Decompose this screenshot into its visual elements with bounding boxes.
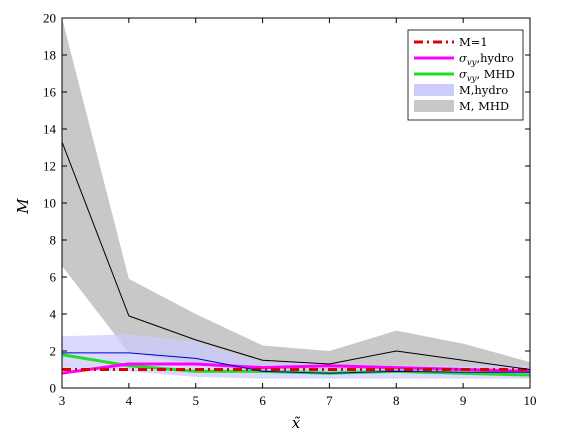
legend-label-sub-2: vy <box>467 74 477 84</box>
y-tick-label-3: 6 <box>50 270 57 285</box>
y-tick-label-8: 16 <box>43 85 57 100</box>
x-tick-label-5: 8 <box>393 393 400 408</box>
x-tick-label-6: 9 <box>460 393 467 408</box>
legend-label-rest-2: , MHD <box>476 67 514 81</box>
y-axis-label: M <box>14 198 32 215</box>
x-tick-label-7: 10 <box>524 393 537 408</box>
legend-label-main-4: M, MHD <box>459 99 509 113</box>
legend-label-1: σvy,hydro <box>459 51 514 68</box>
y-tick-label-4: 8 <box>50 233 57 248</box>
series-line-1 <box>61 362 531 375</box>
x-tick-label-1: 4 <box>126 393 133 408</box>
y-tick-label-9: 18 <box>43 48 56 63</box>
legend-label-sub-1: vy <box>467 58 477 68</box>
legend-swatch-4 <box>414 100 454 112</box>
x-tick-label-2: 5 <box>192 393 199 408</box>
legend-label-3: M,hydro <box>459 83 508 97</box>
legend-label-4: M, MHD <box>459 99 509 113</box>
legend-label-rest-1: ,hydro <box>476 51 513 65</box>
x-axis-label: x̃ <box>292 414 301 432</box>
y-tick-label-0: 0 <box>50 381 57 396</box>
legend-swatch-3 <box>414 84 454 96</box>
y-tick-label-5: 10 <box>43 196 56 211</box>
y-tick-label-7: 14 <box>43 122 57 137</box>
y-tick-label-2: 4 <box>50 307 57 322</box>
ticks-layer: 3 4 5 6 7 8 9 10 0 2 4 6 8 10 12 14 16 18 20 <box>43 11 537 409</box>
x-tick-label-4: 7 <box>326 393 333 408</box>
y-tick-label-10: 20 <box>43 11 56 26</box>
legend-label-main-3: M,hydro <box>459 83 508 97</box>
x-tick-label-3: 6 <box>259 393 266 408</box>
legend-label-0: M=1 <box>459 35 488 49</box>
y-tick-label-1: 2 <box>50 344 57 359</box>
series-line-4 <box>61 141 531 370</box>
series-line-3 <box>62 352 530 374</box>
legend-label-main-0: M=1 <box>459 35 488 49</box>
legend-label-main-2: σ <box>459 67 468 81</box>
x-tick-label-0: 3 <box>59 393 66 408</box>
series-layer <box>61 141 531 377</box>
legend-label-main-1: σ <box>459 51 468 65</box>
legend-label-2: σvy, MHD <box>459 67 515 84</box>
y-tick-label-6: 12 <box>43 159 56 174</box>
